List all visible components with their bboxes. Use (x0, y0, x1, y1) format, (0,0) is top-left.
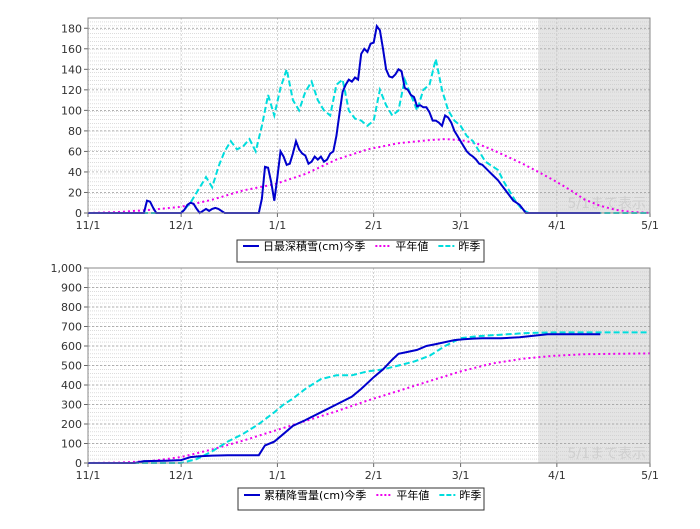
x-tick-label: 12/1 (169, 469, 194, 482)
x-tick-label: 5/1 (641, 469, 659, 482)
y-tick-label: 300 (61, 399, 82, 412)
shaded-note: 5/1まで表示 (567, 196, 646, 212)
y-tick-label: 160 (61, 43, 82, 56)
y-tick-label: 60 (68, 145, 82, 158)
y-tick-label: 800 (61, 301, 82, 314)
y-tick-label: 80 (68, 125, 82, 138)
y-tick-label: 700 (61, 321, 82, 334)
x-tick-label: 4/1 (548, 469, 566, 482)
y-tick-label: 0 (75, 207, 82, 220)
legend: 累積降雪量(cm)今季 平年値 昨季 (237, 487, 485, 511)
series-line-3 (88, 58, 650, 214)
chart-1: 0 20 40 60 80 100 120 140 160 180 11/1 12/1 1/1 2/1 3/… (61, 17, 659, 263)
plot-frame (87, 17, 651, 214)
y-tick-label: 40 (68, 166, 82, 179)
legend-label: 日最深積雪(cm)今季 (263, 239, 365, 253)
y-tick-label: 600 (61, 340, 82, 353)
x-tick-label: 11/1 (76, 469, 101, 482)
series-line-1 (88, 333, 601, 464)
legend-label: 平年値 (395, 239, 428, 253)
legend-label: 昨季 (459, 489, 481, 502)
legend-box (236, 239, 485, 263)
plot-frame (87, 267, 651, 464)
y-tick-label: 20 (68, 186, 82, 199)
y-tick-label: 120 (61, 84, 82, 97)
legend-box (237, 487, 485, 511)
series-line-2 (87, 352, 651, 464)
series-line-2 (87, 138, 651, 214)
y-tick-label: 500 (61, 360, 82, 373)
x-tick-label: 11/1 (76, 219, 101, 232)
y-tick-label: 180 (61, 22, 82, 35)
x-tick-label: 12/1 (169, 219, 194, 232)
y-tick-label: 100 (61, 438, 82, 451)
y-tick-label: 400 (61, 379, 82, 392)
y-tick-label: 140 (61, 63, 82, 76)
legend: 日最深積雪(cm)今季 平年値 昨季 (236, 239, 485, 263)
legend-label: 昨季 (458, 240, 480, 253)
x-tick-label: 5/1 (641, 219, 659, 232)
x-tick-label: 3/1 (452, 469, 470, 482)
chart-2: 0 100 200 300 400 500 600 700 800 900 1,000 11/1 12/… (51, 262, 659, 511)
x-tick-label: 2/1 (365, 219, 383, 232)
x-tick-label: 2/1 (365, 469, 383, 482)
x-tick-label: 4/1 (548, 219, 566, 232)
legend-label: 累積降雪量(cm)今季 (264, 488, 366, 502)
x-tick-label: 3/1 (452, 219, 470, 232)
x-tick-label: 1/1 (269, 469, 287, 482)
shaded-note: 5/1まで表示 (567, 446, 646, 462)
y-tick-label: 100 (61, 104, 82, 117)
y-tick-label: 1,000 (51, 262, 83, 275)
y-tick-label: 0 (75, 457, 82, 470)
x-tick-label: 1/1 (269, 219, 287, 232)
legend-label: 平年値 (396, 488, 429, 502)
y-tick-label: 900 (61, 282, 82, 295)
y-tick-label: 200 (61, 418, 82, 431)
